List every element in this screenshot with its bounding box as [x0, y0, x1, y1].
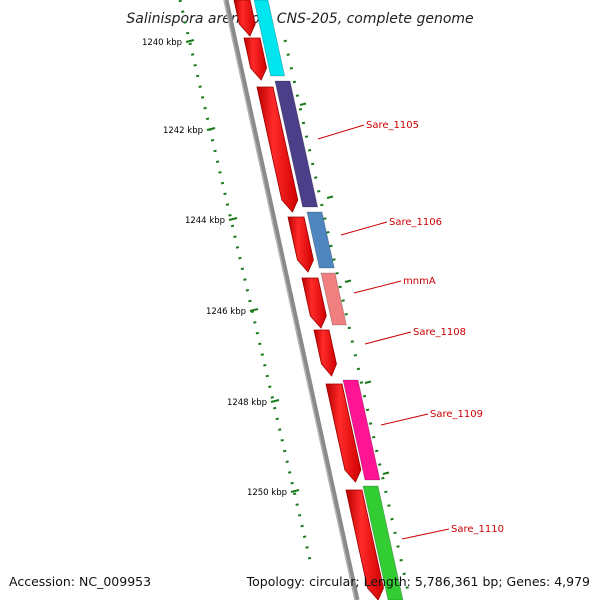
ruler-line [178, 0, 312, 561]
kbp-tick: 1248 kbp [227, 398, 280, 408]
forward-gene-arrow [313, 329, 337, 377]
gene-bar-sare-1110 [362, 485, 404, 600]
kbp-tick-label: 1246 kbp [206, 307, 246, 317]
label-leader-line [364, 331, 412, 345]
gene-bar-sare-1105 [274, 80, 319, 208]
forward-gene-arrow [345, 489, 384, 600]
gene-label-group: mnmA [353, 276, 436, 294]
gene-bar-sare-1109 [342, 379, 381, 481]
gene-label: Sare_1108 [413, 327, 466, 338]
gene-label-group: Sare_1110 [401, 524, 504, 540]
gene-label-group: Sare_1108 [364, 327, 466, 345]
gene-track [233, 0, 404, 600]
gene-label: Sare_1106 [389, 217, 442, 228]
outer-tick [382, 471, 390, 475]
forward-gene-arrow [325, 383, 362, 483]
gene-bar-sare-1106 [306, 211, 335, 269]
label-leader-line [353, 280, 402, 294]
gene-label: Sare_1109 [430, 409, 483, 420]
forward-gene-arrow [287, 216, 314, 273]
gene-label-group: Sare_1109 [380, 409, 483, 426]
outer-tick [326, 195, 334, 199]
kbp-tick-label: 1250 kbp [247, 488, 287, 498]
genome-backbone [223, 0, 360, 600]
gene-label-group: Sare_1105 [317, 120, 419, 140]
kbp-tick: 1250 kbp [247, 488, 300, 498]
gene-label: Sare_1110 [451, 524, 504, 535]
label-leader-line [317, 124, 365, 140]
kbp-tick: 1244 kbp [185, 216, 238, 226]
kbp-tick-label: 1244 kbp [185, 216, 225, 226]
gene-bar-cyan [253, 0, 286, 77]
label-leader-line [340, 221, 388, 236]
accession-text: Accession: NC_009953 [9, 574, 151, 589]
gene-labels: Sare_1105 Sare_1106 mnmA Sare_1108 Sare_1109… [317, 120, 504, 540]
summary-text: Topology: circular; Length: 5,786,361 bp… [246, 574, 590, 589]
kbp-ticks: 1240 kbp 1242 kbp 1244 kbp 1246 kbp 1248 kbp… [142, 38, 390, 498]
kbp-tick-label: 1248 kbp [227, 398, 267, 408]
kbp-tick-label: 1240 kbp [142, 38, 182, 48]
label-leader-line [380, 413, 429, 426]
kbp-tick: 1240 kbp [142, 38, 195, 48]
backbone-highlight [223, 0, 356, 600]
gene-label-group: Sare_1106 [340, 217, 442, 236]
outer-tick [299, 102, 307, 106]
forward-gene-arrow [301, 277, 327, 329]
kbp-tick: 1246 kbp [206, 307, 259, 317]
gene-label: Sare_1105 [366, 120, 419, 131]
kbp-tick: 1242 kbp [163, 126, 216, 136]
forward-gene-arrow [243, 37, 268, 81]
kbp-tick-label: 1242 kbp [163, 126, 203, 136]
outer-tick [344, 279, 352, 283]
forward-gene-arrow [256, 86, 299, 213]
gene-bar-mnmA [320, 272, 347, 326]
label-leader-line [401, 528, 450, 540]
map-title: Salinispora arenicola CNS-205, complete … [126, 11, 473, 27]
forward-gene-arrow [233, 0, 256, 37]
gene-label: mnmA [403, 276, 436, 287]
outer-tick [364, 380, 372, 384]
